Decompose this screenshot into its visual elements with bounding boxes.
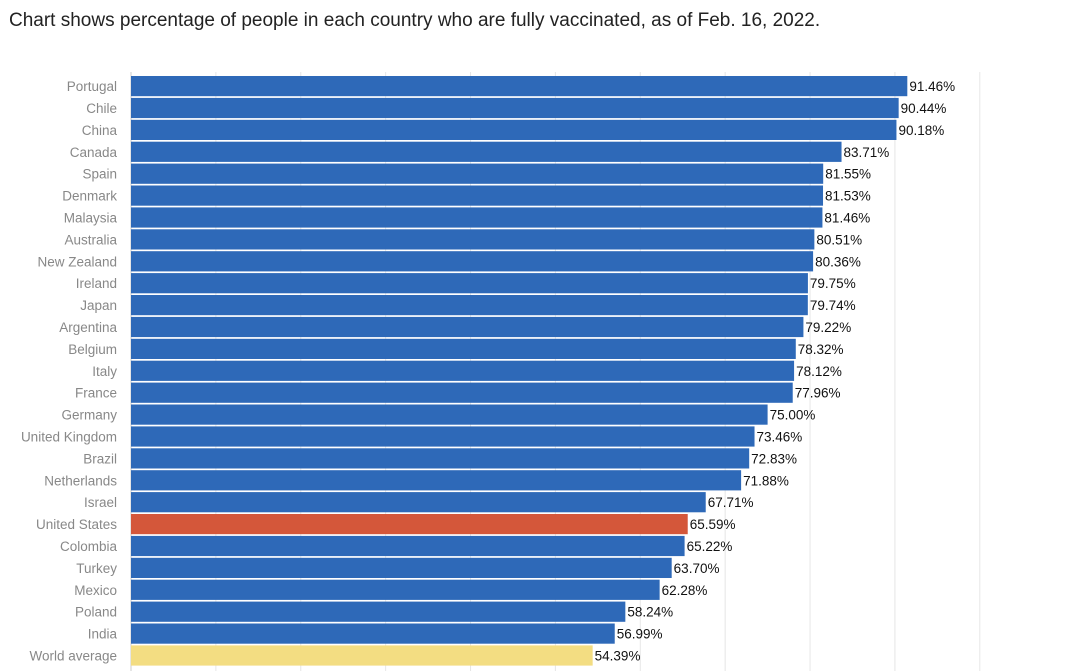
bar-israel — [131, 492, 706, 513]
bar-argentina — [131, 316, 804, 338]
category-label: World average — [29, 649, 117, 664]
category-label: Colombia — [60, 539, 118, 554]
category-label: India — [88, 627, 118, 642]
category-label: Chile — [86, 101, 117, 116]
bar-france — [131, 382, 793, 403]
category-label: Brazil — [83, 451, 117, 466]
bar-netherlands — [131, 470, 742, 491]
value-label: 56.99% — [617, 627, 663, 642]
value-label: 83.71% — [844, 145, 890, 160]
value-label: 75.00% — [770, 408, 816, 423]
category-label: Poland — [75, 605, 117, 620]
value-label: 54.39% — [595, 649, 641, 664]
bar-chile — [131, 97, 899, 119]
value-label: 81.55% — [825, 167, 871, 182]
category-label: Portugal — [67, 79, 117, 94]
bar-mexico — [131, 579, 660, 600]
bar-poland — [131, 601, 626, 622]
value-label: 67.71% — [708, 495, 754, 510]
category-label: Belgium — [68, 342, 117, 357]
bar-world-average — [131, 645, 593, 666]
category-label: China — [82, 123, 118, 138]
bar-portugal — [131, 76, 908, 97]
category-label: Spain — [82, 167, 117, 182]
chart-caption: Chart shows percentage of people in each… — [9, 10, 821, 31]
category-label: Italy — [92, 364, 117, 379]
bar-japan — [131, 295, 808, 316]
value-label: 62.28% — [662, 583, 708, 598]
category-label: New Zealand — [37, 254, 117, 269]
value-label: 65.22% — [687, 539, 733, 554]
value-label: 91.46% — [909, 79, 955, 94]
value-label: 73.46% — [757, 430, 803, 445]
category-label: Israel — [84, 495, 117, 510]
value-label: 72.83% — [751, 451, 797, 466]
category-label: Malaysia — [64, 211, 118, 226]
value-label: 77.96% — [795, 386, 841, 401]
category-label: Denmark — [62, 189, 117, 204]
labels: Portugal 91.46% Chile 90.44% China 90.18% Cana… — [21, 79, 955, 663]
bar-canada — [131, 141, 842, 162]
category-label: Ireland — [76, 276, 117, 291]
category-label: United Kingdom — [21, 430, 117, 445]
value-label: 79.74% — [810, 298, 856, 313]
bar-united-states — [131, 514, 688, 535]
category-label: Argentina — [59, 320, 117, 335]
value-label: 81.46% — [824, 211, 870, 226]
category-label: Germany — [61, 408, 117, 423]
bar-colombia — [131, 535, 685, 557]
value-label: 71.88% — [743, 473, 789, 488]
bar-belgium — [131, 338, 796, 359]
bar-malaysia — [131, 207, 823, 228]
value-label: 78.32% — [798, 342, 844, 357]
category-label: Mexico — [74, 583, 117, 598]
value-label: 80.51% — [816, 232, 862, 247]
bar-denmark — [131, 185, 824, 206]
value-label: 58.24% — [627, 605, 673, 620]
bar-china — [131, 119, 897, 140]
value-label: 90.18% — [898, 123, 944, 138]
category-label: Australia — [64, 232, 117, 247]
category-label: Japan — [80, 298, 117, 313]
bar-united-kingdom — [131, 426, 755, 447]
category-label: Netherlands — [44, 473, 117, 488]
value-label: 81.53% — [825, 189, 871, 204]
value-label: 79.22% — [805, 320, 851, 335]
bar-india — [131, 623, 615, 644]
bar-italy — [131, 360, 795, 381]
category-label: United States — [36, 517, 117, 532]
category-label: Turkey — [76, 561, 117, 576]
value-label: 90.44% — [901, 101, 947, 116]
bar-turkey — [131, 557, 672, 578]
bar-brazil — [131, 448, 750, 469]
category-label: Canada — [70, 145, 118, 160]
bar-ireland — [131, 273, 808, 294]
bar-spain — [131, 163, 824, 184]
bar-germany — [131, 404, 768, 425]
value-label: 65.59% — [690, 517, 736, 532]
value-label: 79.75% — [810, 276, 856, 291]
category-label: France — [75, 386, 117, 401]
bars — [131, 76, 908, 666]
value-label: 78.12% — [796, 364, 842, 379]
bar-australia — [131, 229, 815, 250]
value-label: 63.70% — [674, 561, 720, 576]
bar-new-zealand — [131, 251, 814, 272]
value-label: 80.36% — [815, 254, 861, 269]
